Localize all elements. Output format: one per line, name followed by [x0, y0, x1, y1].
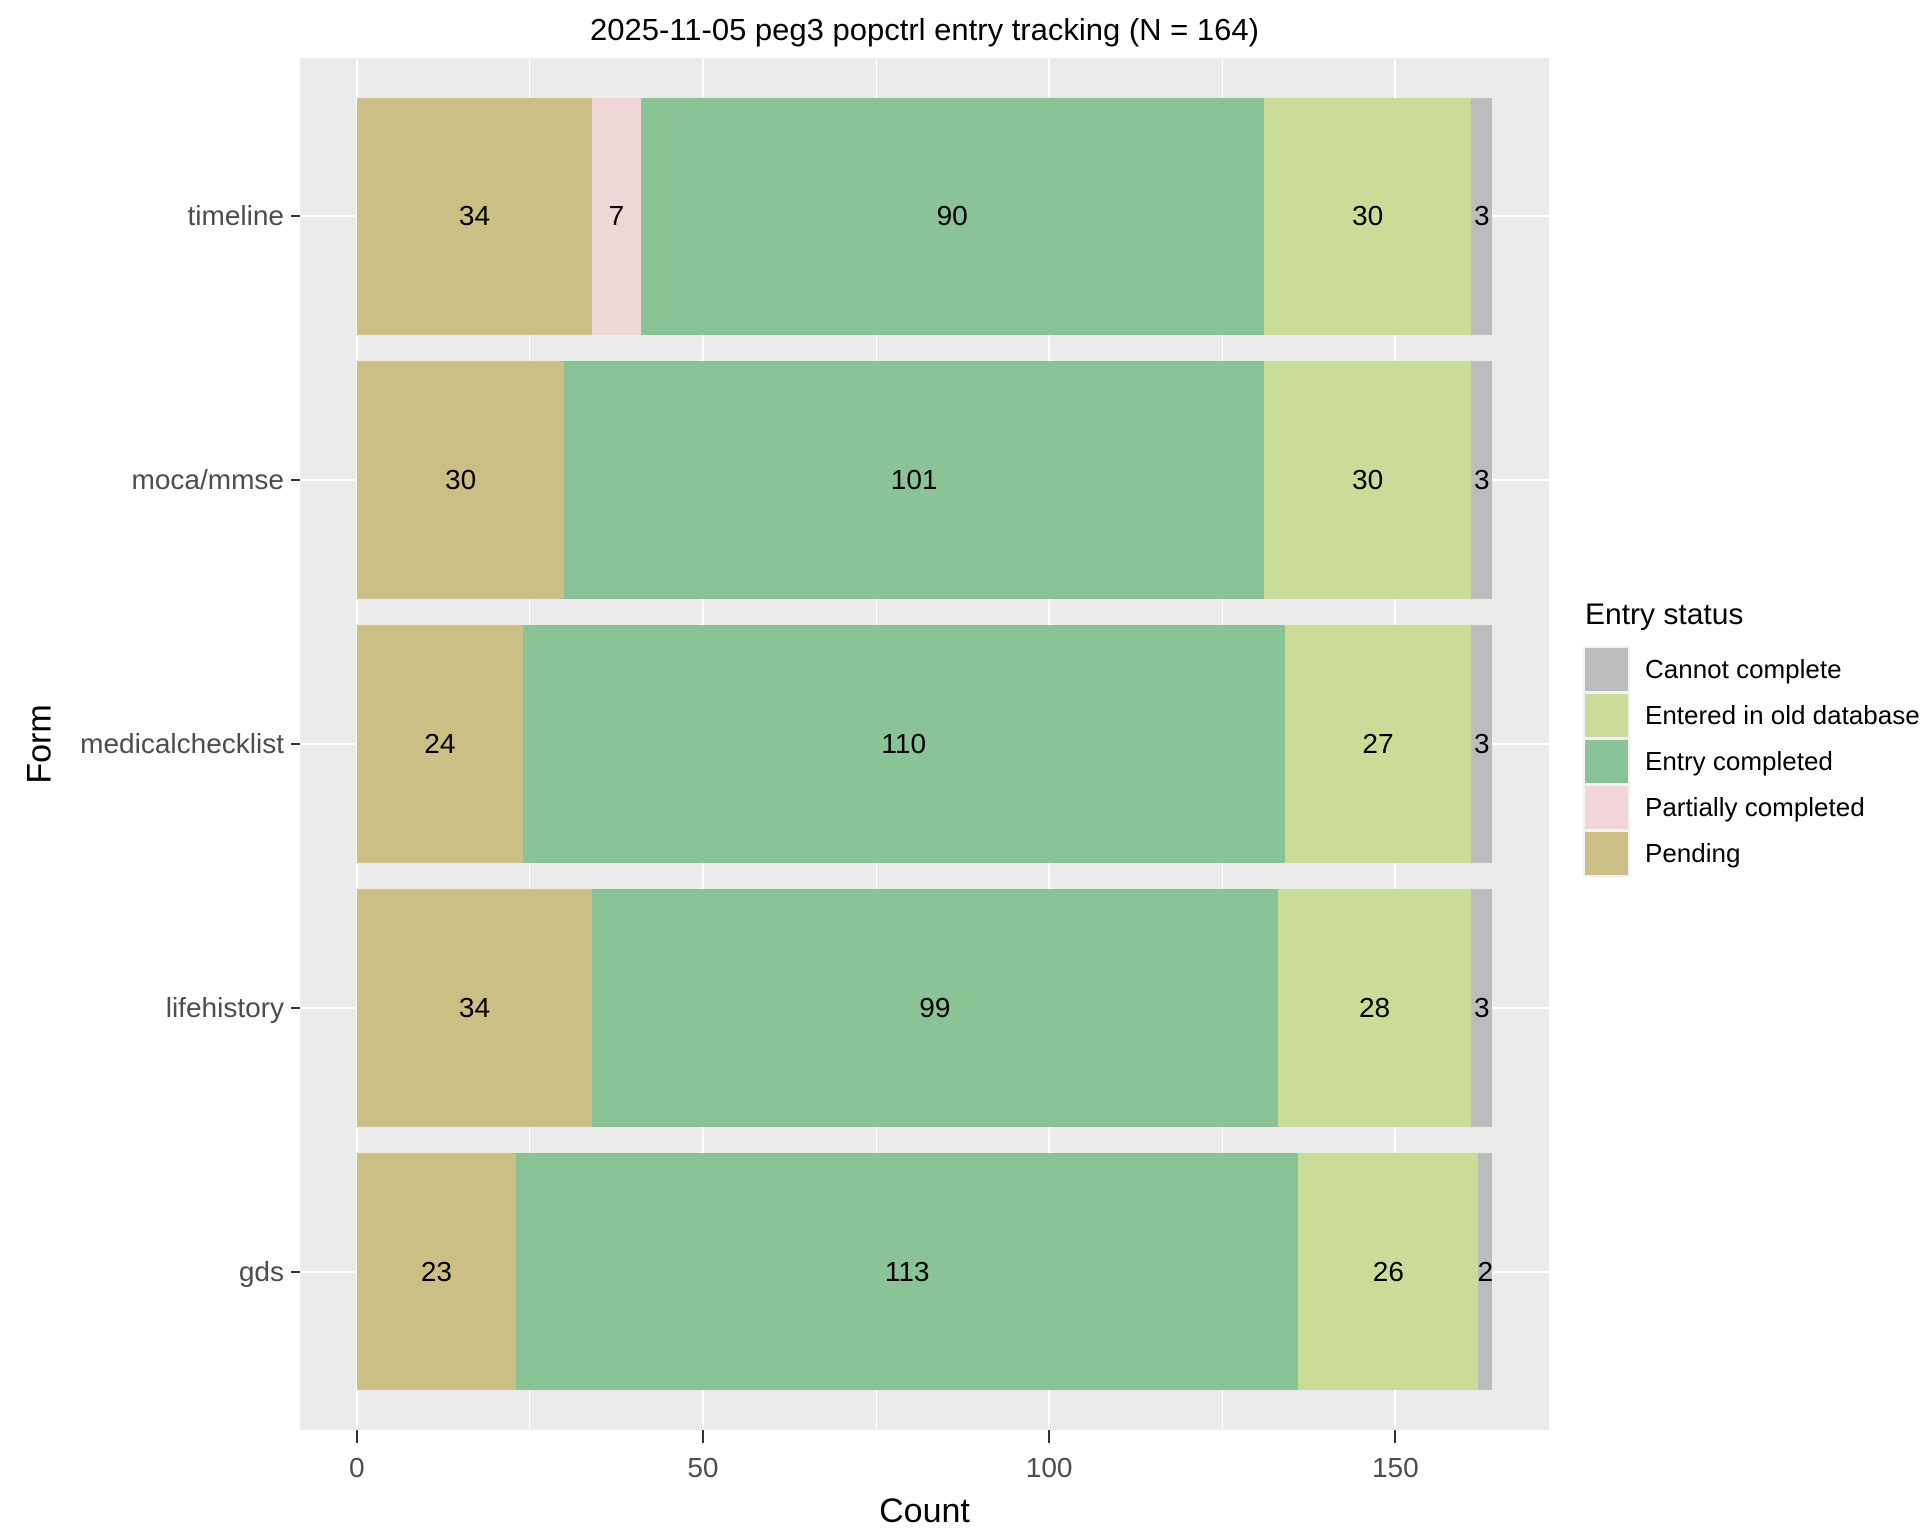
legend-entry-label: Pending — [1645, 838, 1741, 868]
bar-segment-moca-mmse — [1263, 361, 1472, 599]
legend-key-swatch — [1585, 694, 1628, 737]
bar-value-label: 101 — [890, 464, 938, 496]
y-tick-mark — [291, 215, 300, 218]
y-tick-mark — [291, 1006, 300, 1009]
bar-segment-moca-mmse — [564, 361, 1264, 599]
y-tick-mark — [291, 1270, 300, 1273]
legend-entry: Entry completed — [1585, 740, 1920, 783]
legend-entry: Entered in old database — [1585, 694, 1920, 737]
legend-key-swatch — [1585, 648, 1628, 691]
legend: Entry status Cannot complete Entered in o… — [1585, 598, 1920, 878]
bar-segment-medicalchecklist — [522, 625, 1285, 863]
legend-entry: Cannot complete — [1585, 648, 1920, 691]
bar-value-label: 23 — [420, 1255, 452, 1287]
legend-title: Entry status — [1585, 598, 1744, 631]
bar-segment-lifehistory — [592, 889, 1278, 1127]
bar-value-label: 99 — [919, 991, 951, 1023]
bar-value-label: 26 — [1372, 1255, 1404, 1287]
legend-entry-label: Entry completed — [1645, 746, 1833, 776]
y-tick-mark — [291, 479, 300, 482]
bar-segment-gds — [516, 1152, 1299, 1391]
y-tick-label: gds — [238, 1255, 284, 1287]
y-tick-label: lifehistory — [165, 991, 284, 1023]
bar-segment-gds — [356, 1152, 516, 1391]
bar-segment-medicalchecklist — [1284, 625, 1472, 863]
plot-panel: 34 7 90 30 3 30 101 30 3 24 110 27 3 34 99 28 3 23 113 26 2 — [300, 58, 1549, 1430]
bar-value-label: 3 — [1474, 200, 1490, 232]
legend-entry-label: Partially completed — [1645, 792, 1865, 822]
bar-value-label: 3 — [1474, 464, 1490, 496]
bar-value-label: 7 — [608, 200, 625, 232]
bar-segment-medicalchecklist — [356, 625, 523, 863]
x-axis-title: Count — [879, 1492, 970, 1530]
bar-value-label: 90 — [936, 200, 968, 232]
bar-segment-gds — [1478, 1152, 1493, 1391]
bar-segment-moca-mmse — [356, 361, 565, 599]
x-tick-label: 50 — [687, 1452, 719, 1483]
bar-segment-timeline — [1263, 97, 1472, 336]
bar-value-label: 24 — [424, 728, 456, 759]
legend-entry-label: Entered in old database — [1645, 700, 1920, 730]
bar-segment-timeline — [592, 97, 641, 336]
bar-segment-medicalchecklist — [1471, 625, 1493, 863]
bar-value-label: 30 — [445, 464, 477, 496]
legend-key-swatch — [1585, 740, 1628, 783]
y-tick-mark — [291, 743, 300, 745]
bar-segment-timeline — [640, 97, 1264, 336]
bar-segment-gds — [1298, 1152, 1479, 1391]
y-tick-label: medicalchecklist — [80, 728, 284, 759]
x-tick-mark — [1394, 1430, 1397, 1443]
x-tick-mark — [355, 1430, 358, 1443]
y-tick-label: timeline — [187, 200, 284, 232]
bar-value-label: 34 — [458, 200, 491, 232]
bar-value-label: 34 — [458, 991, 491, 1023]
bar-value-label: 110 — [881, 728, 927, 759]
bar-segment-timeline — [1471, 97, 1493, 336]
bar-segment-moca-mmse — [1471, 361, 1493, 599]
bar-value-label: 113 — [884, 1255, 930, 1287]
legend-entry: Partially completed — [1585, 786, 1920, 829]
bar-segment-lifehistory — [1277, 889, 1472, 1127]
legend-key-swatch — [1585, 786, 1628, 829]
x-tick-label: 100 — [1025, 1452, 1073, 1483]
bar-value-label: 3 — [1474, 728, 1490, 759]
bar-value-label: 3 — [1474, 991, 1490, 1023]
chart-title: 2025-11-05 peg3 popctrl entry tracking (… — [590, 12, 1259, 47]
x-tick-mark — [1048, 1430, 1051, 1443]
bar-segment-lifehistory — [356, 889, 593, 1127]
legend-entries: Cannot complete Entered in old database En… — [1585, 648, 1920, 875]
legend-key-swatch — [1585, 832, 1628, 875]
y-tick-label: moca/mmse — [131, 464, 284, 496]
bar-value-label: 30 — [1352, 200, 1384, 232]
y-axis-title-text: Form — [20, 704, 59, 784]
x-tick-mark — [701, 1430, 704, 1443]
bar-segment-timeline — [356, 97, 593, 336]
bar-value-label: 2 — [1477, 1255, 1494, 1287]
bar-segment-lifehistory — [1471, 889, 1493, 1127]
bar-value-label: 27 — [1362, 728, 1394, 759]
bar-value-label: 28 — [1358, 991, 1391, 1023]
x-tick-label: 150 — [1371, 1452, 1419, 1483]
legend-entry-label: Cannot complete — [1645, 654, 1842, 684]
x-tick-label: 0 — [348, 1452, 365, 1483]
legend-entry: Pending — [1585, 832, 1920, 875]
bar-value-label: 30 — [1352, 464, 1384, 496]
